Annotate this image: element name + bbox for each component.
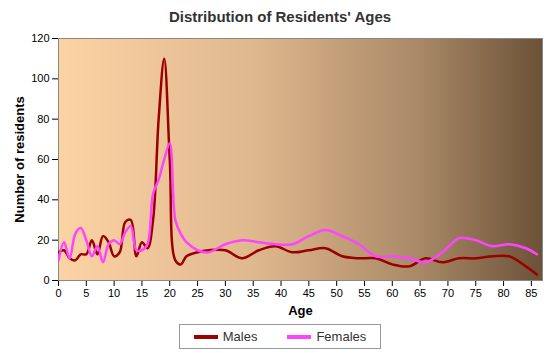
svg-text:75: 75 xyxy=(470,287,482,299)
svg-text:80: 80 xyxy=(497,287,509,299)
svg-text:120: 120 xyxy=(31,32,49,44)
svg-text:70: 70 xyxy=(442,287,454,299)
svg-text:60: 60 xyxy=(37,153,49,165)
svg-text:60: 60 xyxy=(386,287,398,299)
svg-text:30: 30 xyxy=(219,287,231,299)
svg-text:100: 100 xyxy=(31,72,49,84)
svg-text:15: 15 xyxy=(136,287,148,299)
svg-text:20: 20 xyxy=(164,287,176,299)
svg-text:20: 20 xyxy=(37,234,49,246)
svg-text:45: 45 xyxy=(303,287,315,299)
svg-text:Age: Age xyxy=(288,303,313,318)
svg-text:35: 35 xyxy=(247,287,259,299)
svg-text:85: 85 xyxy=(525,287,537,299)
svg-text:25: 25 xyxy=(191,287,203,299)
html-text:Females: Females xyxy=(316,329,367,344)
svg-text:80: 80 xyxy=(37,113,49,125)
svg-text:65: 65 xyxy=(414,287,426,299)
svg-text:10: 10 xyxy=(108,287,120,299)
html-text:Distribution of Residents' Age: Distribution of Residents' Ages xyxy=(168,8,392,25)
svg-text:40: 40 xyxy=(37,193,49,205)
svg-text:0: 0 xyxy=(43,274,49,286)
svg-text:5: 5 xyxy=(83,287,89,299)
svg-text:40: 40 xyxy=(275,287,287,299)
svg-text:0: 0 xyxy=(55,287,61,299)
svg-text:Number of residents: Number of residents xyxy=(12,96,27,222)
svg-text:55: 55 xyxy=(358,287,370,299)
svg-text:50: 50 xyxy=(331,287,343,299)
html-text:Males: Males xyxy=(222,329,258,344)
